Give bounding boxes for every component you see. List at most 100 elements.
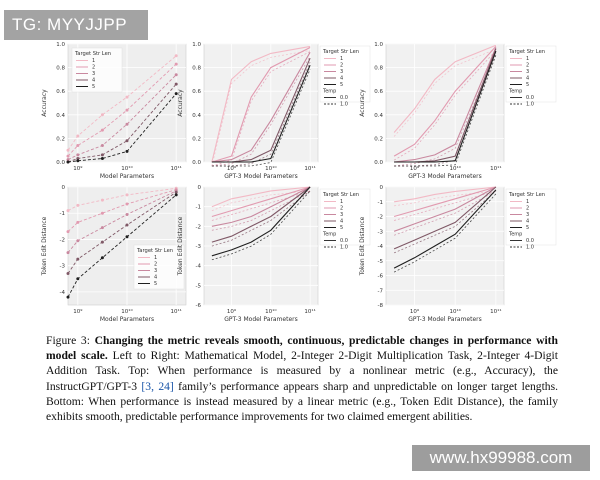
- legend-label-5-2: 2: [526, 206, 529, 212]
- y-tick-label-4-0: -6: [196, 303, 202, 309]
- x-tick-label-1-1: 10¹⁰: [265, 165, 277, 172]
- data-point-3-1-1: [76, 203, 80, 207]
- legend-title-5: Target Str Len: [508, 192, 545, 198]
- data-point-3-5-3: [125, 235, 129, 239]
- y-tick-label-4-6: 0: [198, 185, 202, 191]
- legend-temp-label-5-0: 0.0: [526, 238, 534, 244]
- series-line-2-1: [393, 44, 497, 133]
- legend-temp-title-5: Temp: [508, 232, 522, 238]
- legend-label-4-2: 2: [340, 206, 343, 212]
- y-tick-label-4-4: -2: [196, 224, 201, 230]
- data-point-3-2-1: [76, 220, 80, 224]
- y-tick-label-5-0: -8: [378, 303, 384, 309]
- x-tick-label-5-2: 10¹¹: [490, 308, 501, 315]
- x-tick-label-2-1: 10¹⁰: [449, 165, 461, 172]
- data-point-0-1-0: [66, 148, 70, 152]
- series-line-temp-4-4: [211, 190, 311, 247]
- series-line-temp-4-1: [211, 190, 311, 212]
- legend-label-4-1: 1: [340, 199, 343, 205]
- y-tick-label-0-3: 0.6: [56, 89, 65, 95]
- y-tick-label-1-0: 0.0: [192, 160, 201, 166]
- data-point-3-3-3: [125, 213, 129, 216]
- y-tick-label-0-2: 0.4: [56, 113, 65, 119]
- data-point-3-2-3: [125, 202, 129, 206]
- y-axis-label-3: Token Edit Distance: [41, 216, 48, 276]
- data-point-3-2-0: [66, 230, 70, 234]
- y-tick-label-5-2: -6: [378, 274, 384, 280]
- x-tick-label-3-1: 10¹⁰: [121, 308, 133, 315]
- y-tick-label-5-4: -4: [378, 244, 384, 250]
- legend-box-3: [133, 244, 185, 290]
- y-tick-label-0-5: 1.0: [56, 42, 65, 48]
- data-point-0-5-2: [100, 157, 104, 160]
- x-axis-label-2: GPT-3 Model Parameters: [408, 173, 482, 180]
- x-tick-label-1-2: 10¹¹: [304, 165, 315, 172]
- x-tick-label-4-2: 10¹¹: [304, 308, 315, 315]
- legend-label-2-3: 3: [526, 69, 529, 75]
- legend-label-4-4: 4: [340, 219, 343, 225]
- legend-temp-title-2: Temp: [508, 89, 522, 95]
- figure-caption: Figure 3: Changing the metric reveals sm…: [46, 333, 558, 424]
- data-point-0-1-3: [125, 95, 129, 99]
- data-point-0-5-0: [66, 160, 70, 164]
- x-axis-label-0: Model Parameters: [100, 173, 154, 180]
- y-tick-label-1-5: 1.0: [192, 42, 201, 48]
- series-line-1-1: [211, 45, 311, 163]
- data-point-3-5-4: [174, 193, 178, 197]
- data-point-0-4-4: [174, 82, 178, 86]
- y-tick-label-4-3: -3: [196, 244, 202, 250]
- data-point-0-5-3: [125, 149, 129, 153]
- x-axis-label-4: GPT-3 Model Parameters: [224, 316, 298, 323]
- data-point-3-4-4: [174, 190, 178, 194]
- y-tick-label-0-0: 0.0: [56, 160, 65, 166]
- y-tick-label-4-1: -5: [196, 283, 202, 289]
- y-tick-label-4-2: -4: [196, 264, 202, 270]
- data-point-0-4-2: [100, 153, 104, 157]
- y-axis-label-4: Token Edit Distance: [177, 216, 184, 276]
- legend-temp-label-1-1: 1.0: [340, 102, 348, 108]
- data-point-0-1-2: [100, 113, 104, 117]
- figure-panels: 0.0 0.2 0.4 0.6 0.8 1.0 10⁹ 10¹⁰ 10¹¹ Model Param…: [41, 42, 557, 323]
- caption-bold: Changing the metric reveals smooth, cont…: [46, 334, 558, 363]
- y-tick-label-3-2: -2: [60, 237, 65, 243]
- series-line-temp-2-5: [394, 54, 497, 167]
- x-axis-label-5: GPT-3 Model Parameters: [408, 316, 482, 323]
- series-line-4-1: [211, 186, 311, 208]
- data-point-0-1-4: [174, 54, 178, 58]
- legend-temp-title-4: Temp: [322, 232, 336, 238]
- data-point-3-4-3: [125, 223, 129, 227]
- y-tick-label-5-5: -3: [378, 229, 384, 235]
- series-line-0-2: [67, 63, 177, 157]
- legend-label-2-4: 4: [526, 76, 529, 82]
- x-tick-label-5-1: 10¹⁰: [449, 308, 461, 315]
- legend-title-0: Target Str Len: [74, 51, 111, 57]
- legend-label-4-3: 3: [340, 212, 343, 218]
- y-tick-label-3-3: -1: [60, 211, 65, 217]
- legend-label-0-1: 1: [92, 58, 95, 64]
- data-point-0-3-2: [100, 144, 104, 147]
- x-tick-label-3-2: 10¹¹: [170, 308, 181, 315]
- series-line-5-3: [393, 186, 497, 232]
- series-line-4-5: [211, 186, 311, 257]
- data-point-0-3-1: [76, 153, 80, 157]
- data-point-3-4-1: [76, 257, 80, 261]
- legend-label-4-5: 5: [340, 225, 343, 231]
- series-line-temp-1-1: [211, 50, 311, 167]
- y-tick-label-5-6: -2: [378, 215, 383, 221]
- data-point-3-1-2: [100, 198, 104, 202]
- legend-title-4: Target Str Len: [322, 192, 359, 198]
- legend-temp-label-4-1: 1.0: [340, 245, 348, 251]
- legend-box-5: [505, 188, 557, 246]
- y-tick-label-2-5: 1.0: [374, 42, 383, 48]
- caption-citation[interactable]: [3, 24]: [141, 379, 174, 393]
- series-line-5-2: [393, 186, 497, 218]
- y-tick-label-1-3: 0.6: [192, 89, 201, 95]
- series-line-temp-4-5: [211, 190, 311, 261]
- data-point-3-5-1: [76, 277, 80, 281]
- data-point-0-3-0: [66, 158, 70, 162]
- series-line-temp-5-3: [393, 190, 497, 236]
- y-tick-label-5-3: -5: [378, 259, 384, 265]
- y-tick-label-1-2: 0.4: [192, 113, 201, 119]
- legend-box-2: [505, 45, 557, 103]
- x-axis-label-3: Model Parameters: [100, 316, 154, 323]
